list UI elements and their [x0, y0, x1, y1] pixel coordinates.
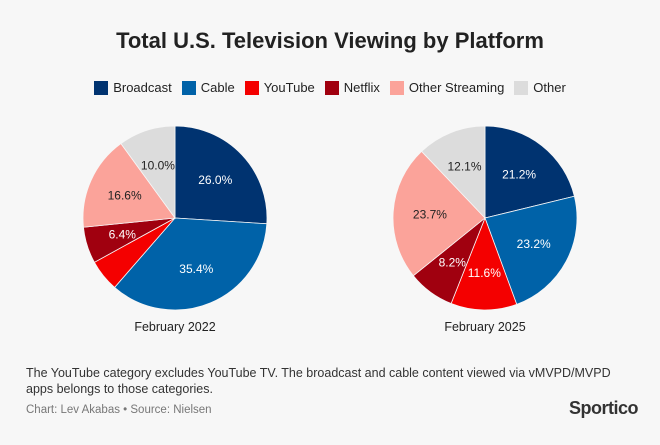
pie-slice-youtube — [450, 216, 518, 311]
data-label: 6.4% — [109, 227, 137, 241]
data-label: 21.2% — [502, 168, 536, 182]
pie-slice-other — [421, 125, 486, 220]
legend-label: Cable — [200, 80, 235, 95]
legend-item: Cable — [181, 80, 235, 95]
legend: Broadcast Cable YouTube Netflix Other Stream… — [0, 80, 660, 95]
legend-label: Other Streaming — [408, 80, 505, 95]
data-label: 26.0% — [198, 173, 232, 187]
legend-label: Other — [533, 80, 566, 95]
legend-swatch — [389, 80, 404, 95]
pie-slice-cable — [114, 217, 268, 311]
legend-swatch — [324, 80, 339, 95]
pie-slice-broadcast — [174, 125, 268, 225]
legend-swatch — [244, 80, 259, 95]
data-label: 16.6% — [108, 188, 142, 202]
data-label: 35.4% — [179, 262, 213, 276]
legend-item: YouTube — [244, 80, 315, 95]
credit: Chart: Lev Akabas • Source: Nielsen — [26, 404, 212, 416]
legend-label: Netflix — [343, 80, 380, 95]
legend-label: YouTube — [263, 80, 315, 95]
pie-slice-other — [120, 125, 176, 220]
pie-slice-other-streaming — [392, 150, 486, 277]
legend-swatch — [514, 80, 529, 95]
legend-item: Other Streaming — [389, 80, 505, 95]
legend-item: Other — [514, 80, 566, 95]
sportico-logo: Sportico — [568, 398, 639, 418]
legend-swatch — [181, 80, 196, 95]
data-label: 11.6% — [468, 266, 501, 280]
data-label: 23.2% — [517, 237, 551, 251]
pie-slice-broadcast — [484, 125, 575, 219]
data-label: 8.2% — [439, 255, 467, 269]
data-label: 12.1% — [448, 160, 482, 174]
legend-swatch — [94, 80, 109, 95]
legend-item: Broadcast — [94, 80, 172, 95]
chart-title: Total U.S. Television Viewing by Platfor… — [116, 28, 544, 53]
data-label: 23.7% — [413, 207, 447, 221]
legend-label: Broadcast — [113, 80, 172, 95]
pie-slice-cable — [484, 195, 578, 305]
legend-item: Netflix — [324, 80, 380, 95]
pie-slice-other-streaming — [82, 143, 176, 228]
pie-title: February 2022 — [134, 320, 215, 334]
data-label: 10.0% — [141, 159, 175, 173]
pie-title: February 2025 — [444, 320, 525, 334]
footnote: The YouTube category excludes YouTube TV… — [26, 366, 611, 396]
